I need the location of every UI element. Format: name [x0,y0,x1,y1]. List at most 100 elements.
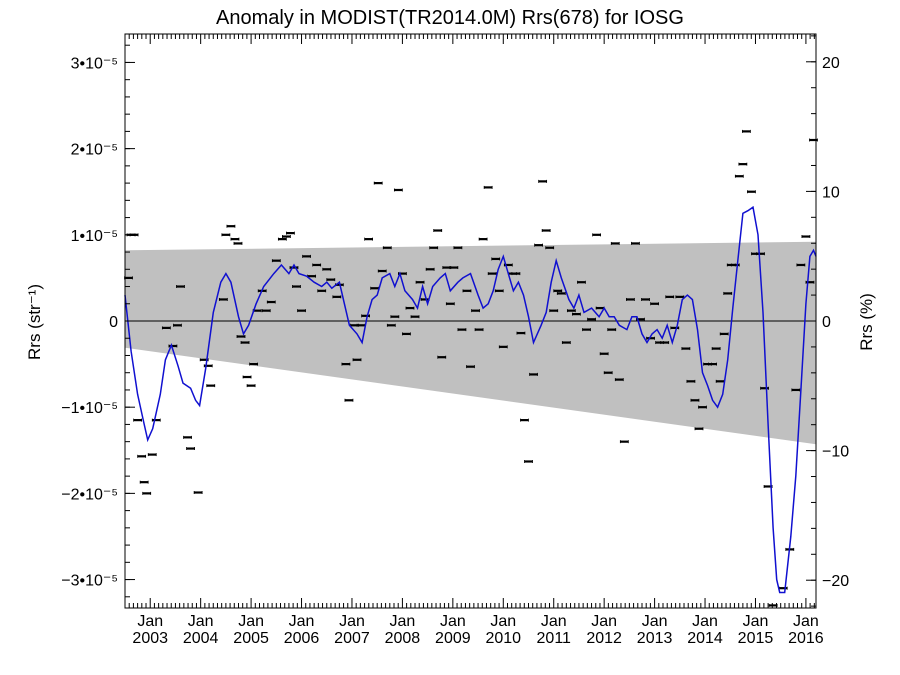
y-tick-label-left: 2•10⁻⁵ [71,142,118,159]
data-point [708,362,718,366]
data-point [226,224,236,228]
data-point [147,453,157,457]
x-tick-label-month: Jan [692,613,718,630]
x-tick-label-month: Jan [188,613,214,630]
x-tick-label-month: Jan [793,613,819,630]
data-point [675,295,685,299]
x-tick-label-year: 2007 [334,630,370,647]
data-point [271,259,281,263]
data-point [322,267,332,271]
data-point [715,379,725,383]
data-point [139,480,149,484]
data-point [556,291,566,295]
data-point [361,314,370,318]
data-point [415,280,425,284]
data-point [393,188,403,192]
data-points [124,129,818,607]
data-point [341,362,351,366]
data-point [541,229,551,233]
data-point [462,289,472,293]
x-tick-label-year: 2013 [637,630,673,647]
data-point [524,459,533,463]
data-point [437,355,447,359]
data-point [292,285,301,289]
data-point [603,371,613,375]
data-point [599,352,609,356]
data-point [429,246,439,250]
data-point [592,233,601,237]
data-point [760,386,769,390]
data-point [317,289,327,293]
band-polygon [125,241,816,445]
x-tick-label-year: 2005 [233,630,269,647]
data-point [433,229,443,233]
data-point [277,237,287,241]
y-tick-label-right: 10 [822,184,840,201]
data-point [491,257,501,261]
data-point [289,266,299,270]
data-point [242,375,252,379]
data-point [516,331,526,335]
data-point [572,312,581,316]
data-point [694,427,704,431]
data-point [183,435,192,439]
data-point [538,179,548,183]
data-point [286,231,295,235]
data-point [796,263,806,267]
data-point [261,309,271,313]
y-tick-label-right: −20 [822,573,849,590]
x-tick-label-year: 2015 [738,630,774,647]
x-tick-label-year: 2009 [435,630,471,647]
data-point [566,309,576,313]
x-tick-label-month: Jan [238,613,264,630]
y-tick-label-left: 1•10⁻⁵ [71,228,118,245]
data-point [142,491,152,495]
data-point [332,295,342,299]
data-point [741,129,751,133]
data-point [445,302,455,306]
data-point [587,317,596,321]
data-point [356,323,366,327]
y-axis-label-right: Rrs (%) [857,293,876,351]
data-point [405,306,415,310]
data-point [483,185,493,189]
x-tick-label-month: Jan [541,613,567,630]
data-point [686,379,696,383]
data-point [402,332,411,336]
x-tick-label-month: Jan [289,613,315,630]
data-point [756,252,765,256]
data-point [425,267,435,271]
data-point [610,241,620,245]
data-point [723,291,733,295]
data-point [173,323,182,327]
y-tick-label-right: 0 [822,314,831,331]
data-point [221,233,231,237]
data-point [498,345,508,349]
chart-title: Anomaly in MODIST(TR2014.0M) Rrs(678) fo… [216,7,684,29]
data-point [650,302,659,306]
data-point [607,328,617,332]
data-point [176,285,185,289]
data-point [641,297,650,301]
data-point [390,315,400,319]
data-point [382,246,392,250]
data-point [410,315,420,319]
data-point [553,289,563,293]
data-point [233,241,243,245]
data-point [364,237,374,241]
data-point [457,328,467,332]
data-point [161,326,171,330]
x-tick-label-month: Jan [137,613,163,630]
data-point [719,332,729,336]
x-tick-label-year: 2006 [284,630,320,647]
data-point [494,289,504,293]
data-point [230,237,240,241]
data-point [282,235,291,239]
data-point [738,162,748,166]
data-point [511,272,521,276]
data-point [186,447,195,451]
x-tick-label-month: Jan [490,613,516,630]
x-tick-label-year: 2008 [385,630,421,647]
